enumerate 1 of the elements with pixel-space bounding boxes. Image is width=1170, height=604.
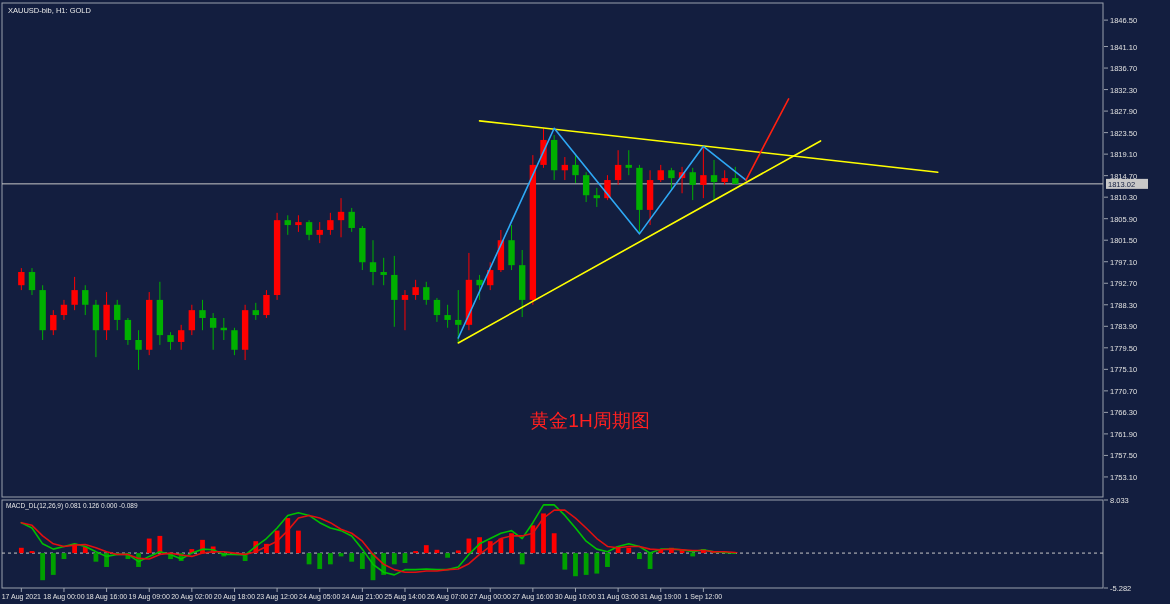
annotation: 黄金1H周期图 <box>530 410 650 431</box>
